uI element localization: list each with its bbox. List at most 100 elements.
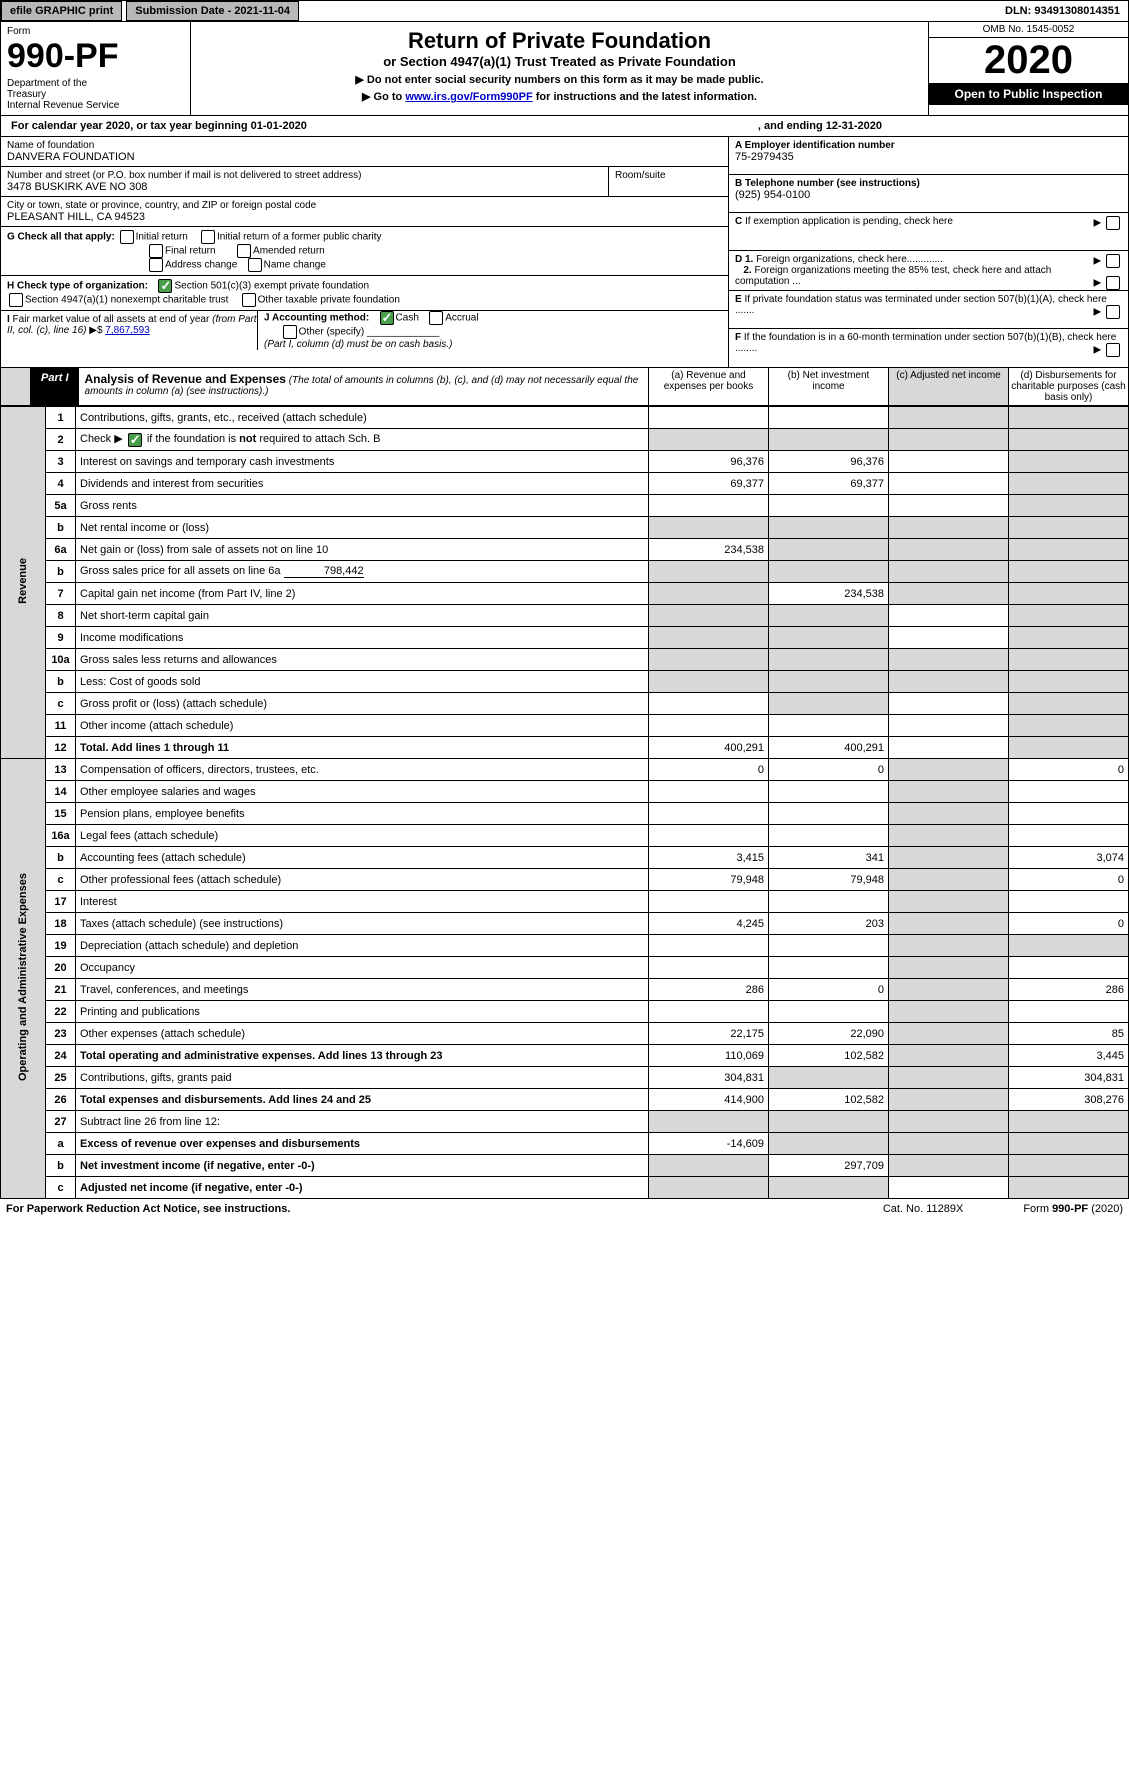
amount-cell: 102,582 bbox=[769, 1045, 889, 1067]
table-row: Revenue1Contributions, gifts, grants, et… bbox=[1, 407, 1129, 429]
row-desc: Excess of revenue over expenses and disb… bbox=[76, 1133, 649, 1155]
amount-cell bbox=[889, 1111, 1009, 1133]
amount-cell bbox=[769, 649, 889, 671]
row-desc: Gross profit or (loss) (attach schedule) bbox=[76, 693, 649, 715]
amount-cell bbox=[889, 539, 1009, 561]
dept-label: Department of theTreasuryInternal Revenu… bbox=[7, 78, 184, 111]
amount-cell bbox=[649, 825, 769, 847]
row-number: 12 bbox=[46, 737, 76, 759]
amount-cell bbox=[649, 407, 769, 429]
amount-cell bbox=[769, 693, 889, 715]
amount-cell: 3,445 bbox=[1009, 1045, 1129, 1067]
row-number: 17 bbox=[46, 891, 76, 913]
amount-cell bbox=[649, 1177, 769, 1199]
row-number: 5a bbox=[46, 495, 76, 517]
amount-cell bbox=[1009, 1001, 1129, 1023]
chk-e[interactable] bbox=[1106, 305, 1120, 319]
table-row: 11Other income (attach schedule) bbox=[1, 715, 1129, 737]
foundation-name: DANVERA FOUNDATION bbox=[7, 151, 722, 163]
chk-f[interactable] bbox=[1106, 343, 1120, 357]
amount-cell bbox=[769, 627, 889, 649]
amount-cell bbox=[1009, 957, 1129, 979]
chk-other-tax[interactable] bbox=[242, 293, 256, 307]
amount-cell bbox=[889, 803, 1009, 825]
amount-cell bbox=[889, 561, 1009, 583]
chk-c[interactable] bbox=[1106, 216, 1120, 230]
chk-name[interactable] bbox=[248, 258, 262, 272]
fmv-link[interactable]: 7,867,593 bbox=[105, 325, 150, 336]
amount-cell bbox=[1009, 1111, 1129, 1133]
amount-cell: 69,377 bbox=[649, 473, 769, 495]
amount-cell: 0 bbox=[769, 759, 889, 781]
amount-cell bbox=[649, 803, 769, 825]
amount-cell: 304,831 bbox=[1009, 1067, 1129, 1089]
footer: For Paperwork Reduction Act Notice, see … bbox=[0, 1199, 1129, 1219]
row-desc: Interest bbox=[76, 891, 649, 913]
amount-cell bbox=[1009, 539, 1129, 561]
topbar: efile GRAPHIC print Submission Date - 20… bbox=[0, 0, 1129, 22]
row-desc: Dividends and interest from securities bbox=[76, 473, 649, 495]
row-number: 21 bbox=[46, 979, 76, 1001]
chk-d2[interactable] bbox=[1106, 276, 1120, 290]
chk-501c3[interactable] bbox=[158, 279, 172, 293]
amount-cell bbox=[1009, 671, 1129, 693]
dln: DLN: 93491308014351 bbox=[997, 2, 1128, 20]
amount-cell bbox=[649, 693, 769, 715]
table-row: 6aNet gain or (loss) from sale of assets… bbox=[1, 539, 1129, 561]
row-desc: Adjusted net income (if negative, enter … bbox=[76, 1177, 649, 1199]
amount-cell bbox=[1009, 715, 1129, 737]
chk-4947[interactable] bbox=[9, 293, 23, 307]
amount-cell bbox=[1009, 1155, 1129, 1177]
row-number: 20 bbox=[46, 957, 76, 979]
chk-cash[interactable] bbox=[380, 311, 394, 325]
efile-button[interactable]: efile GRAPHIC print bbox=[1, 1, 122, 21]
amount-cell bbox=[889, 891, 1009, 913]
chk-d1[interactable] bbox=[1106, 254, 1120, 268]
row-desc: Check ▶ if the foundation is not require… bbox=[76, 429, 649, 451]
amount-cell: 0 bbox=[1009, 869, 1129, 891]
amount-cell bbox=[769, 715, 889, 737]
form-label: Form bbox=[7, 26, 184, 37]
chk-initial[interactable] bbox=[120, 230, 134, 244]
row-number: 19 bbox=[46, 935, 76, 957]
chk-amended[interactable] bbox=[237, 244, 251, 258]
table-row: 18Taxes (attach schedule) (see instructi… bbox=[1, 913, 1129, 935]
amount-cell bbox=[889, 451, 1009, 473]
amount-cell bbox=[649, 627, 769, 649]
row-number: 16a bbox=[46, 825, 76, 847]
chk-initial-public[interactable] bbox=[201, 230, 215, 244]
col-d-header: (d) Disbursements for charitable purpose… bbox=[1008, 368, 1128, 405]
amount-cell bbox=[769, 1067, 889, 1089]
amount-cell bbox=[889, 1023, 1009, 1045]
chk-final[interactable] bbox=[149, 244, 163, 258]
note-ssn: ▶ Do not enter social security numbers o… bbox=[197, 73, 922, 86]
table-row: 14Other employee salaries and wages bbox=[1, 781, 1129, 803]
irs-link[interactable]: www.irs.gov/Form990PF bbox=[405, 91, 532, 103]
row-desc: Gross rents bbox=[76, 495, 649, 517]
row-desc: Gross sales price for all assets on line… bbox=[76, 561, 649, 583]
amount-cell: 400,291 bbox=[649, 737, 769, 759]
chk-schb[interactable] bbox=[128, 433, 142, 447]
g-label: G Check all that apply: bbox=[7, 232, 115, 243]
amount-cell bbox=[649, 891, 769, 913]
table-row: 10aGross sales less returns and allowanc… bbox=[1, 649, 1129, 671]
amount-cell bbox=[889, 517, 1009, 539]
amount-cell bbox=[1009, 737, 1129, 759]
table-row: bNet rental income or (loss) bbox=[1, 517, 1129, 539]
table-row: 22Printing and publications bbox=[1, 1001, 1129, 1023]
chk-accrual[interactable] bbox=[429, 311, 443, 325]
chk-other-method[interactable] bbox=[283, 325, 297, 339]
row-number: 25 bbox=[46, 1067, 76, 1089]
row-desc: Subtract line 26 from line 12: bbox=[76, 1111, 649, 1133]
row-number: 26 bbox=[46, 1089, 76, 1111]
row-desc: Taxes (attach schedule) (see instruction… bbox=[76, 913, 649, 935]
row-desc: Total operating and administrative expen… bbox=[76, 1045, 649, 1067]
amount-cell bbox=[769, 671, 889, 693]
amount-cell bbox=[889, 759, 1009, 781]
chk-address[interactable] bbox=[149, 258, 163, 272]
amount-cell bbox=[1009, 495, 1129, 517]
amount-cell: 96,376 bbox=[649, 451, 769, 473]
row-number: b bbox=[46, 671, 76, 693]
amount-cell bbox=[889, 1155, 1009, 1177]
part1-header: Part I Analysis of Revenue and Expenses … bbox=[0, 368, 1129, 406]
